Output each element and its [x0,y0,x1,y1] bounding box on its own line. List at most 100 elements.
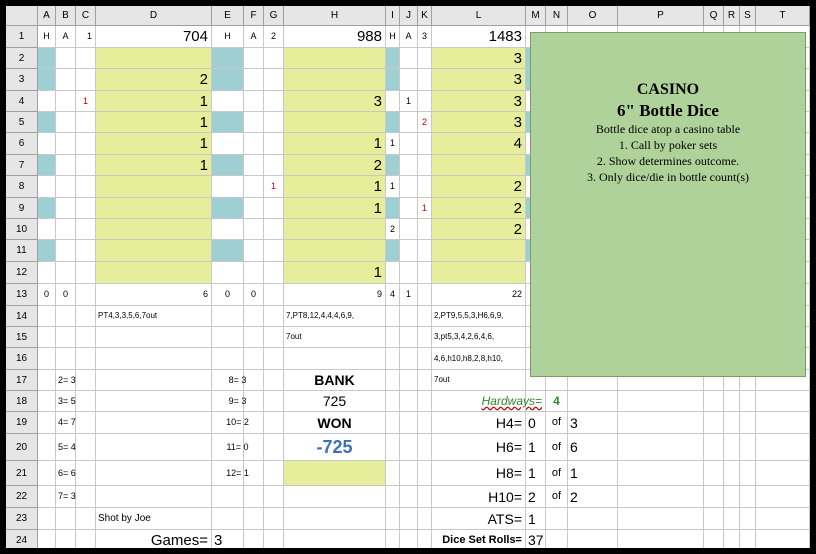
count-cell[interactable]: 9= 3 [212,391,264,412]
cell-p20[interactable] [618,434,704,461]
hard-total[interactable]: 3 [568,412,618,434]
row-header-12[interactable]: 12 [6,262,38,284]
select-all-corner[interactable] [6,6,38,26]
cell-a4[interactable] [38,91,56,112]
cell-i19[interactable] [386,412,400,434]
row-header-24[interactable]: 24 [6,530,38,548]
hard-value[interactable]: 0 [526,412,546,434]
hard-of[interactable]: of [546,461,568,486]
cell-h1[interactable]: 988 [284,26,386,48]
cell-d12[interactable] [96,262,212,284]
cell-n17[interactable] [546,370,568,391]
cell-e11[interactable] [212,240,244,262]
cell-b3[interactable] [56,69,76,91]
cell-n23[interactable] [546,508,568,530]
hard-value[interactable]: 1 [526,434,546,461]
cell-f7[interactable] [244,155,264,176]
cell-t19[interactable] [756,412,810,434]
cell-c2[interactable] [76,48,96,69]
cell-e9[interactable] [212,198,244,219]
cell-a8[interactable] [38,176,56,198]
cell-h24[interactable] [284,530,386,548]
cell-k1[interactable]: 3 [418,26,432,48]
cell-g12[interactable] [264,262,284,284]
cell-c5[interactable] [76,112,96,133]
cell-h7[interactable]: 2 [284,155,386,176]
cell-e4[interactable] [212,91,244,112]
cell-f6[interactable] [244,133,264,155]
cell-q24[interactable] [704,530,724,548]
shot-by-text[interactable]: Shot by Joe [96,508,212,530]
cell-f13[interactable]: 0 [244,284,264,306]
cell-a22[interactable] [38,486,56,508]
cell-j16[interactable] [400,348,418,370]
cell-p17[interactable] [618,370,704,391]
cell-s24[interactable] [740,530,756,548]
cell-j22[interactable] [400,486,418,508]
cell-d6[interactable]: 1 [96,133,212,155]
cell-j12[interactable] [400,262,418,284]
cell-d22[interactable] [96,486,212,508]
cell-k16[interactable] [418,348,432,370]
cell-i12[interactable] [386,262,400,284]
cell-h8[interactable]: 1 [284,176,386,198]
cell-f5[interactable] [244,112,264,133]
cell-j11[interactable] [400,240,418,262]
cell-e7[interactable] [212,155,244,176]
cell-j18[interactable] [400,391,418,412]
cell-d2[interactable] [96,48,212,69]
column-header-k[interactable]: K [418,6,432,26]
cell-a6[interactable] [38,133,56,155]
count-cell[interactable]: 3= 5 [56,391,96,412]
column-header-i[interactable]: I [386,6,400,26]
cell-e10[interactable] [212,219,244,240]
cell-a14[interactable] [38,306,56,327]
cell-b12[interactable] [56,262,76,284]
cell-c10[interactable] [76,219,96,240]
cell-q17[interactable] [704,370,724,391]
cell-g19[interactable] [264,412,284,434]
cell-k9[interactable]: 1 [418,198,432,219]
cell-f24[interactable] [244,530,264,548]
cell-d17[interactable] [96,370,212,391]
cell-i24[interactable] [386,530,400,548]
hard-of[interactable]: of [546,486,568,508]
row-header-11[interactable]: 11 [6,240,38,262]
cell-k2[interactable] [418,48,432,69]
cell-f12[interactable] [244,262,264,284]
hardways-label[interactable]: Hardways= [418,391,546,412]
row-header-2[interactable]: 2 [6,48,38,69]
cell-j19[interactable] [400,412,418,434]
cell-g2[interactable] [264,48,284,69]
cell-i22[interactable] [386,486,400,508]
cell-i8[interactable]: 1 [386,176,400,198]
cell-c15[interactable] [76,327,96,348]
cell-d14[interactable]: PT4,3,3,5,6,7out [96,306,212,327]
cell-h21[interactable] [284,461,386,486]
row-header-16[interactable]: 16 [6,348,38,370]
cell-j2[interactable] [400,48,418,69]
cell-b10[interactable] [56,219,76,240]
hard-total[interactable]: 2 [568,486,618,508]
cell-i7[interactable] [386,155,400,176]
cell-i17[interactable] [386,370,400,391]
column-header-n[interactable]: N [546,6,568,26]
cell-c4[interactable]: 1 [76,91,96,112]
cell-d15[interactable] [96,327,212,348]
count-cell[interactable]: 11= 0 [212,434,264,461]
cell-l6[interactable]: 4 [432,133,526,155]
cell-h11[interactable] [284,240,386,262]
cell-i23[interactable] [386,508,400,530]
bank-value[interactable]: 725 [284,391,386,412]
cell-g8[interactable]: 1 [264,176,284,198]
cell-p21[interactable] [618,461,704,486]
cell-i5[interactable] [386,112,400,133]
column-header-m[interactable]: M [526,6,546,26]
hard-of[interactable]: of [546,412,568,434]
cell-i3[interactable] [386,69,400,91]
cell-p19[interactable] [618,412,704,434]
cell-a23[interactable] [38,508,56,530]
cell-l11[interactable] [432,240,526,262]
cell-k7[interactable] [418,155,432,176]
cell-k17[interactable] [418,370,432,391]
